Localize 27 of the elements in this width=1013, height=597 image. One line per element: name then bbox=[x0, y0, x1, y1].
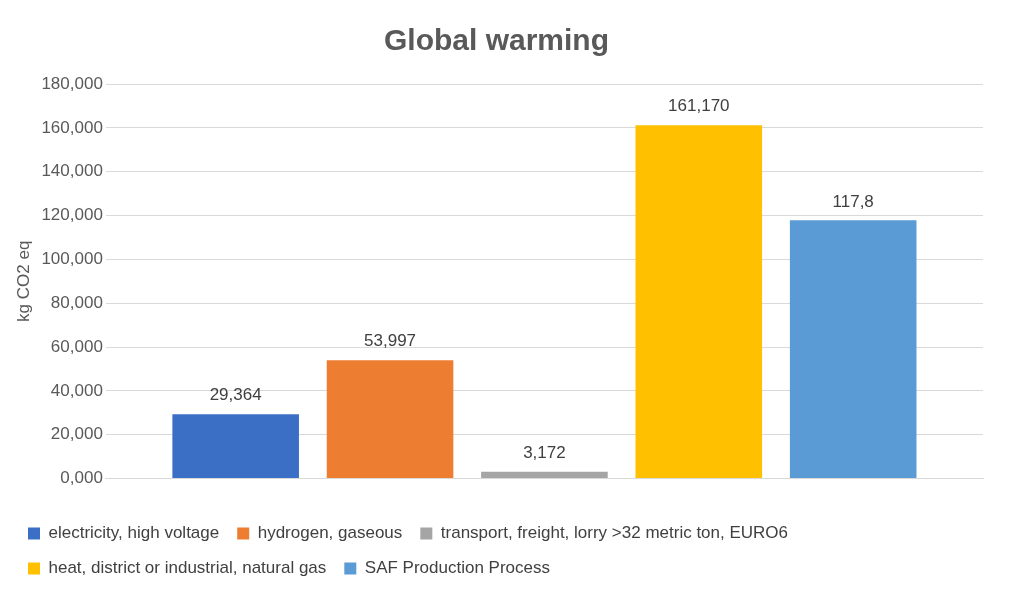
bar bbox=[481, 471, 608, 479]
data-label: 117,8 bbox=[832, 191, 874, 211]
y-tick-label: 120,000 bbox=[41, 205, 103, 225]
bar bbox=[326, 360, 454, 479]
data-label: 161,170 bbox=[668, 96, 730, 116]
legend-label: electricity, high voltage bbox=[48, 523, 220, 543]
y-tick-label: 60,000 bbox=[50, 336, 103, 356]
chart-title: Global warming bbox=[383, 23, 610, 57]
legend-label: hydrogen, gaseous bbox=[257, 523, 403, 543]
y-tick-label: 140,000 bbox=[41, 161, 103, 181]
legend-label: heat, district or industrial, natural gas bbox=[48, 558, 327, 578]
legend-label: transport, freight, lorry >32 metric ton, EURO6 bbox=[440, 523, 789, 543]
y-tick-label: 100,000 bbox=[41, 249, 103, 269]
bar bbox=[789, 220, 917, 479]
data-label: 29,364 bbox=[209, 385, 262, 405]
y-tick-label: 160,000 bbox=[41, 117, 103, 137]
bar bbox=[635, 125, 763, 479]
y-tick-label: 80,000 bbox=[50, 292, 103, 312]
y-tick-label: 20,000 bbox=[50, 424, 103, 444]
bar bbox=[172, 414, 299, 479]
y-tick-label: 40,000 bbox=[50, 380, 103, 400]
legend-label: SAF Production Process bbox=[364, 558, 551, 578]
y-tick-label: 180,000 bbox=[41, 73, 103, 93]
y-axis-title: kg CO2 eq bbox=[13, 240, 33, 322]
y-tick-label: 0,000 bbox=[60, 468, 103, 488]
data-label: 3,172 bbox=[523, 442, 566, 462]
data-label: 53,997 bbox=[364, 331, 417, 351]
